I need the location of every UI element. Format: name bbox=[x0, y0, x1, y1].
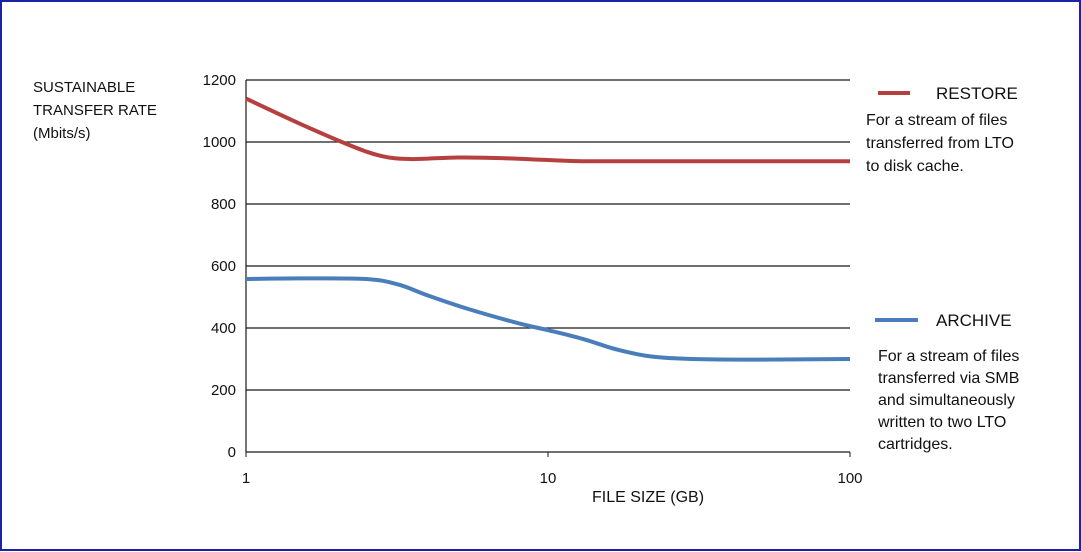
legend-desc-restore-line-3: to disk cache. bbox=[866, 158, 964, 175]
y-tick-label-1200: 1200 bbox=[203, 72, 236, 89]
legend-desc-restore-line-1: For a stream of files bbox=[866, 112, 1007, 129]
y-axis-label-line-2: TRANSFER RATE bbox=[33, 102, 157, 119]
legend-desc-archive-line-3: and simultaneously bbox=[878, 392, 1015, 409]
y-tick-label-0: 0 bbox=[228, 444, 236, 461]
legend-desc-archive-line-1: For a stream of files bbox=[878, 348, 1019, 365]
y-tick-label-800: 800 bbox=[211, 196, 236, 213]
legend-label-archive: ARCHIVE bbox=[936, 311, 1012, 330]
legend-desc-restore-line-2: transferred from LTO bbox=[866, 135, 1014, 152]
legend-desc-archive-line-5: cartridges. bbox=[878, 436, 953, 453]
x-tick-label-10: 10 bbox=[540, 470, 557, 487]
y-axis-label-line-3: (Mbits/s) bbox=[33, 125, 91, 142]
y-tick-label-400: 400 bbox=[211, 320, 236, 337]
y-tick-label-200: 200 bbox=[211, 382, 236, 399]
x-axis-label: FILE SIZE (GB) bbox=[592, 489, 704, 506]
legend-desc-archive-line-2: transferred via SMB bbox=[878, 370, 1019, 387]
x-tick-label-100: 100 bbox=[837, 470, 862, 487]
x-tick-label-1: 1 bbox=[242, 470, 250, 487]
legend-desc-archive-line-4: written to two LTO bbox=[877, 414, 1006, 431]
series-line-restore bbox=[245, 96, 850, 164]
legend-label-restore: RESTORE bbox=[936, 84, 1018, 103]
series-line-archive bbox=[245, 276, 851, 362]
y-axis-label-line-1: SUSTAINABLE bbox=[33, 79, 135, 96]
y-tick-label-600: 600 bbox=[211, 258, 236, 275]
y-tick-label-1000: 1000 bbox=[203, 134, 236, 151]
